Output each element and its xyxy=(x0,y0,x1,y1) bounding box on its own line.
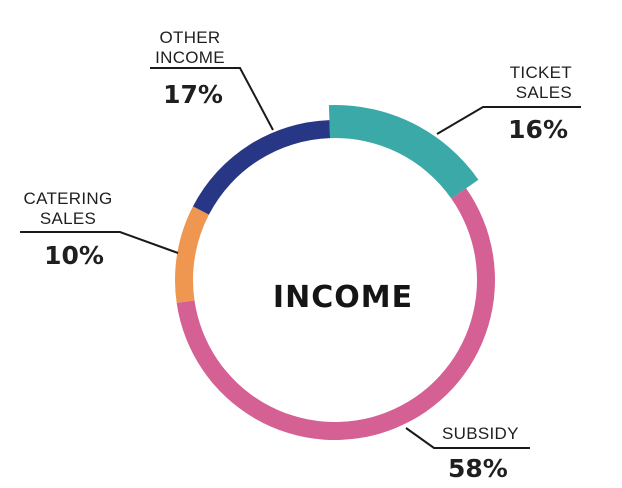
ticket-sales-label-line-2: SALES xyxy=(516,83,572,102)
slice-other-income xyxy=(192,120,331,215)
other-income-percent: 17% xyxy=(163,80,223,109)
leader-line-ticket-sales xyxy=(436,106,581,135)
subsidy-percent: 58% xyxy=(448,454,508,483)
label-catering-sales: CATERING SALES 10% xyxy=(20,189,179,270)
center-label: INCOME xyxy=(273,280,413,315)
slice-catering-sales xyxy=(174,206,209,303)
other-income-label-line-1: OTHER xyxy=(160,28,221,47)
leader-line-subsidy xyxy=(405,427,530,449)
catering-sales-label-line-1: CATERING xyxy=(24,189,113,208)
subsidy-label: SUBSIDY xyxy=(442,424,519,443)
label-other-income: OTHER INCOME 17% xyxy=(150,28,274,131)
leader-line-catering-sales xyxy=(20,231,179,254)
leader-line-other-income xyxy=(150,67,274,131)
donut-slices xyxy=(174,105,496,441)
label-subsidy: SUBSIDY 58% xyxy=(405,424,530,483)
ticket-sales-label-line-1: TICKET xyxy=(510,63,572,82)
ticket-sales-percent: 16% xyxy=(508,115,568,144)
catering-sales-percent: 10% xyxy=(44,241,104,270)
label-ticket-sales: TICKET SALES 16% xyxy=(436,63,581,144)
other-income-label-line-2: INCOME xyxy=(155,48,225,67)
slice-subsidy xyxy=(176,188,496,441)
slice-ticket-sales xyxy=(328,105,479,199)
catering-sales-label-line-2: SALES xyxy=(40,209,96,228)
